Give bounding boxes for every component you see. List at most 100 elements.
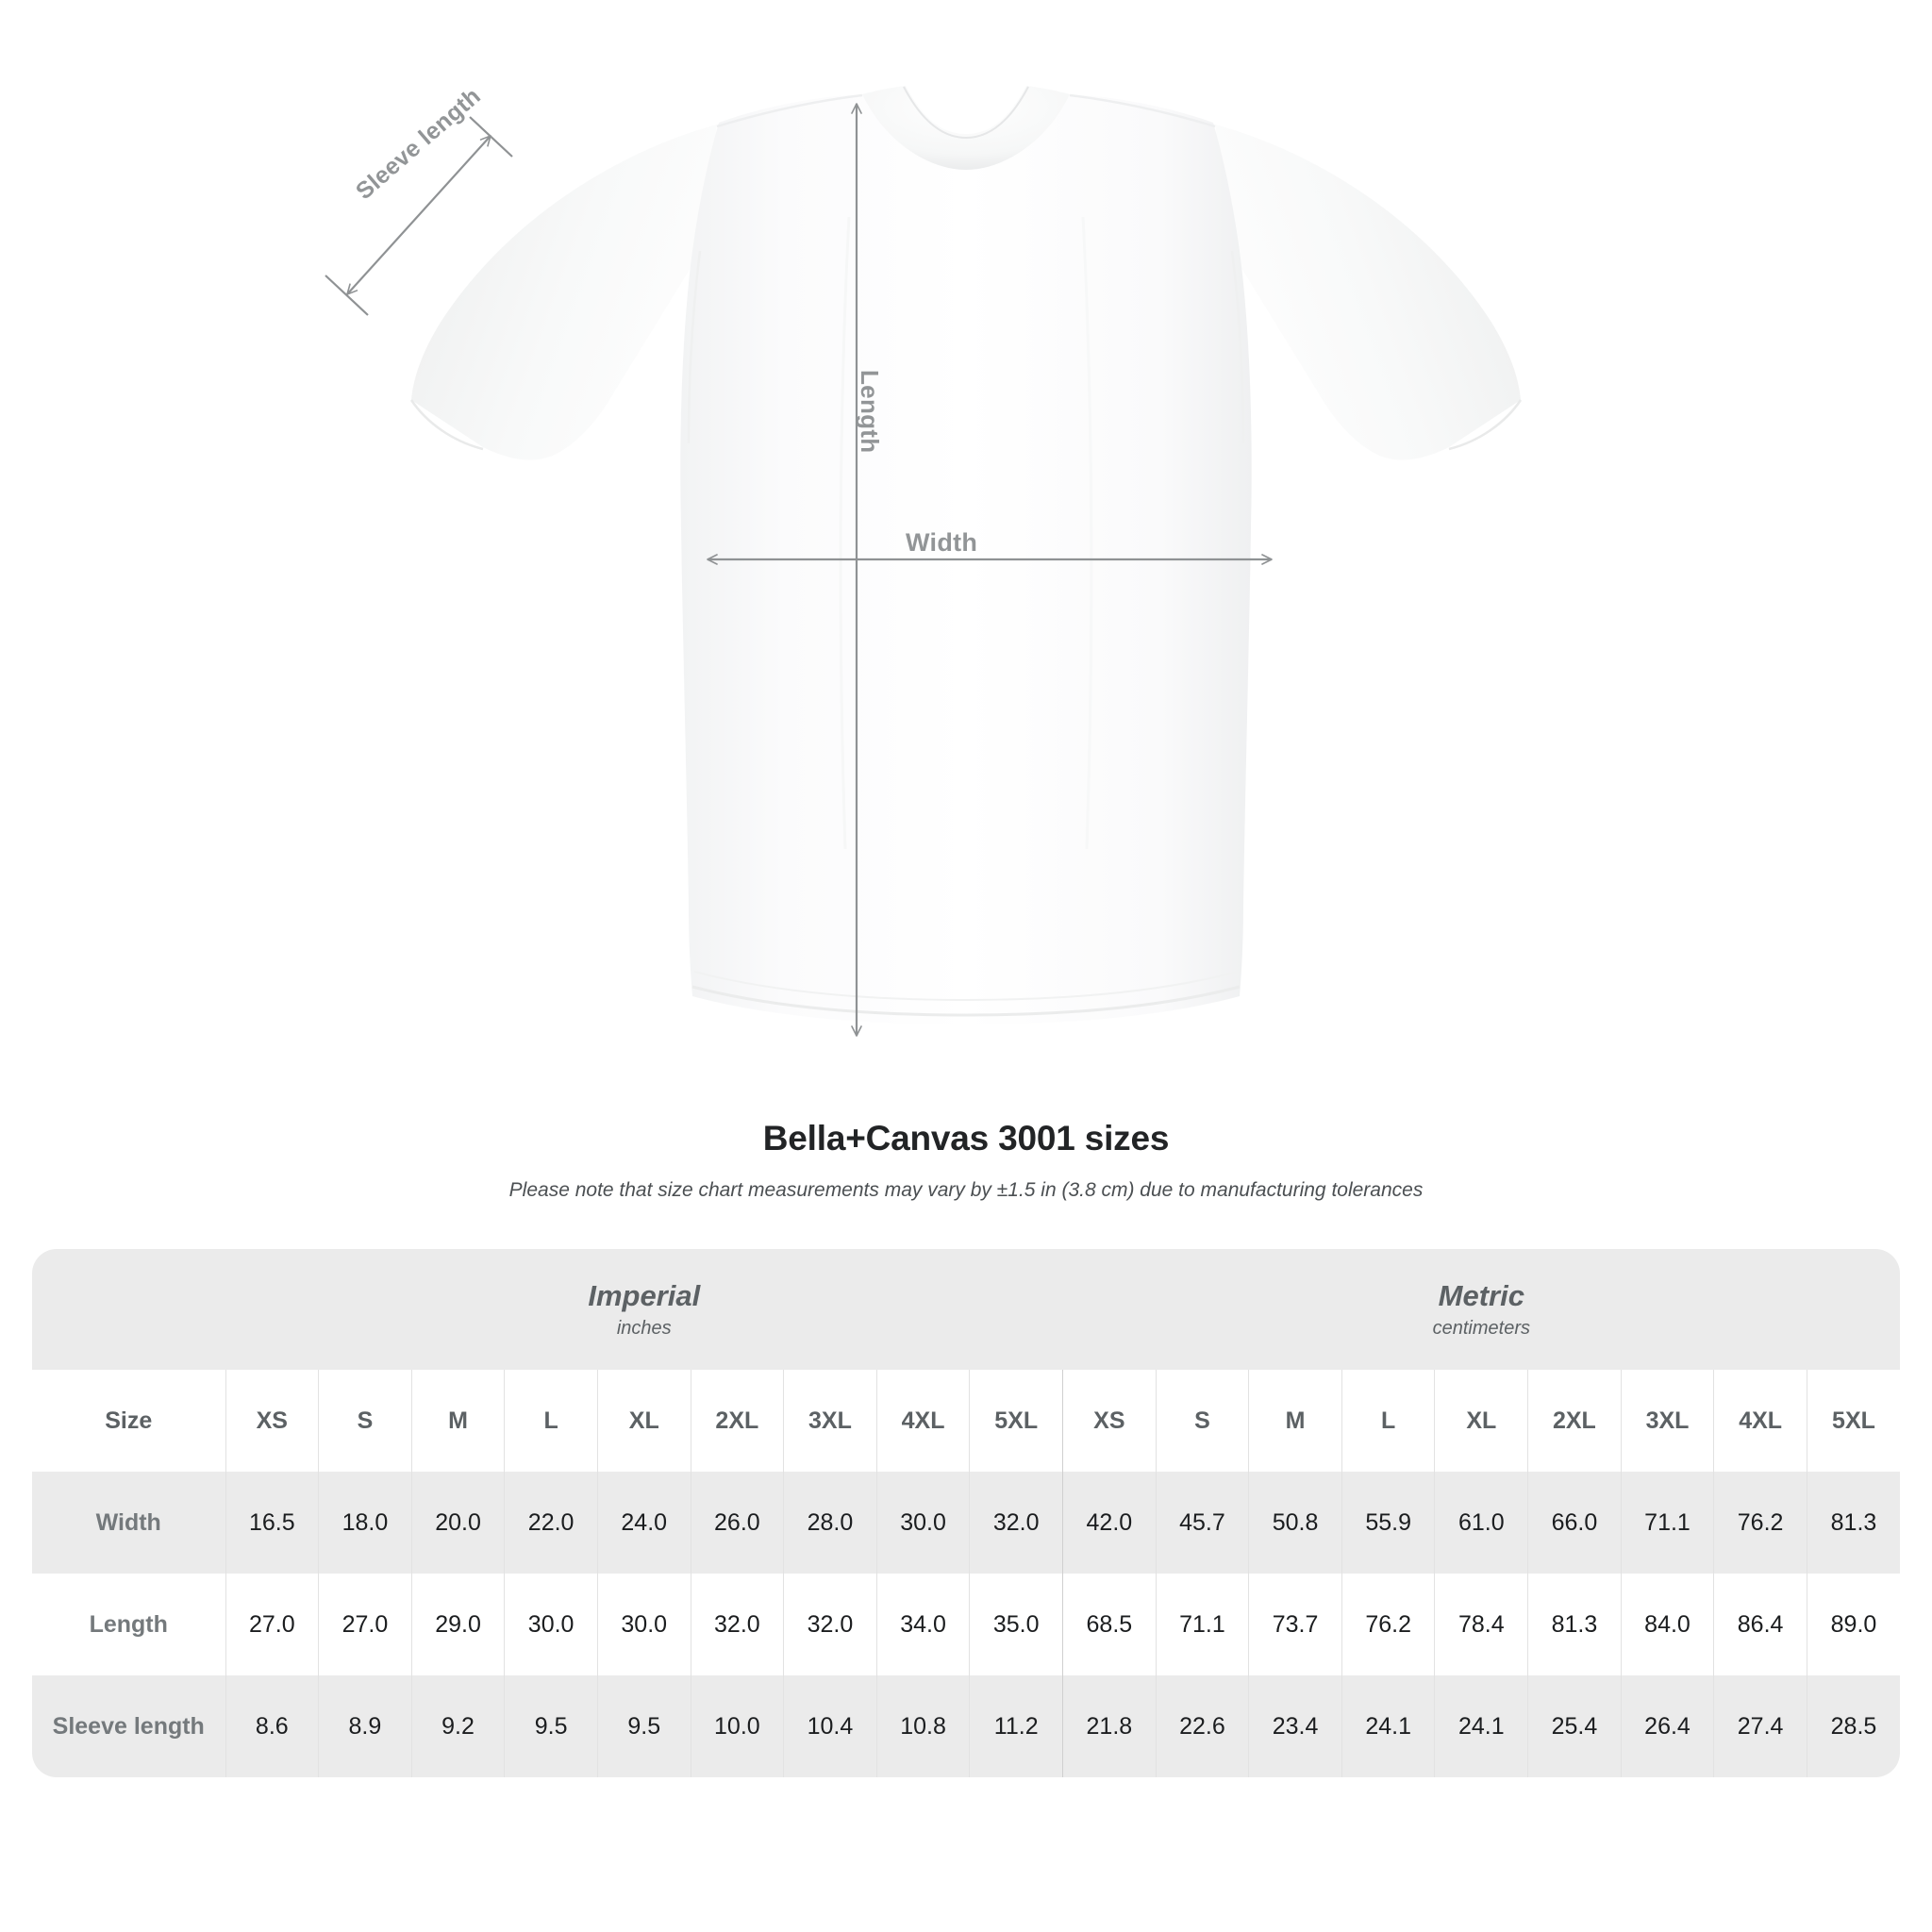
measurement-cell: 24.1 [1341, 1675, 1435, 1777]
measurement-cell: 42.0 [1062, 1472, 1157, 1574]
measurement-cell: 20.0 [410, 1472, 505, 1574]
measurement-cell: 76.2 [1713, 1472, 1807, 1574]
size-header-cell: 5XL [969, 1370, 1063, 1472]
sleeve-cap-upper [469, 116, 513, 158]
measurement-cell: 27.0 [318, 1574, 412, 1675]
measurement-cell: 24.1 [1434, 1675, 1528, 1777]
measurement-cell: 23.4 [1248, 1675, 1342, 1777]
measurement-cell: 22.6 [1155, 1675, 1249, 1777]
measurement-cell: 50.8 [1248, 1472, 1342, 1574]
heading-block: Bella+Canvas 3001 sizes Please note that… [0, 1113, 1932, 1202]
size-header-cell: 3XL [1620, 1370, 1714, 1472]
measurement-cell: 28.5 [1806, 1675, 1901, 1777]
measurement-cell: 29.0 [410, 1574, 505, 1675]
measurement-cell: 25.4 [1527, 1675, 1622, 1777]
row-label-length: Length [32, 1574, 225, 1675]
measurement-cell: 8.9 [318, 1675, 412, 1777]
size-header-cell: 2XL [1527, 1370, 1622, 1472]
measurement-cell: 8.6 [225, 1675, 319, 1777]
page-title: Bella+Canvas 3001 sizes [762, 1119, 1170, 1158]
measurement-cell: 11.2 [969, 1675, 1063, 1777]
measurement-cell: 10.0 [690, 1675, 784, 1777]
measurement-cell: 26.4 [1620, 1675, 1714, 1777]
measurement-cell: 45.7 [1155, 1472, 1249, 1574]
shirt-silhouette [409, 86, 1523, 1024]
measurement-cell: 9.5 [504, 1675, 598, 1777]
size-column-header: Size [32, 1370, 225, 1472]
row-label-sleeve-length: Sleeve length [32, 1675, 225, 1777]
measurement-cell: 84.0 [1620, 1574, 1714, 1675]
measurement-cell: 34.0 [875, 1574, 970, 1675]
size-header-cell: 3XL [783, 1370, 877, 1472]
size-header-cell: 4XL [1713, 1370, 1807, 1472]
measurement-cell: 81.3 [1527, 1574, 1622, 1675]
size-header-cell: M [1248, 1370, 1342, 1472]
measurement-cell: 35.0 [969, 1574, 1063, 1675]
measurement-cell: 28.0 [783, 1472, 877, 1574]
unit-system-imperial: Imperial inches [225, 1249, 1063, 1370]
measurement-cell: 66.0 [1527, 1472, 1622, 1574]
measurement-cell: 71.1 [1620, 1472, 1714, 1574]
size-header-cell: XS [1062, 1370, 1157, 1472]
size-header-row: Size XS S M L XL 2XL 3XL 4XL 5XL XS S M L XL 2XL 3XL 4XL 5… [32, 1370, 1901, 1472]
measurement-cell: 55.9 [1341, 1472, 1435, 1574]
measurement-cell: 30.0 [504, 1574, 598, 1675]
table-row: Width 16.5 18.0 20.0 22.0 24.0 26.0 28.0 30.0 32.… [32, 1472, 1901, 1574]
measurement-cell: 9.2 [410, 1675, 505, 1777]
size-header-cell: 2XL [690, 1370, 784, 1472]
unit-system-spacer [32, 1249, 225, 1370]
measurement-cell: 26.0 [690, 1472, 784, 1574]
size-chart-table-wrapper: Imperial inches Metric centimeters Size XS S M L… [32, 1249, 1901, 1777]
size-header-cell: M [410, 1370, 505, 1472]
unit-system-name: Imperial [588, 1278, 701, 1312]
size-header-cell: S [1155, 1370, 1249, 1472]
measurement-cell: 21.8 [1062, 1675, 1157, 1777]
tolerance-note: Please note that size chart measurements… [508, 1179, 1424, 1201]
size-chart-table: Imperial inches Metric centimeters Size XS S M L… [32, 1249, 1901, 1777]
measurement-cell: 27.0 [225, 1574, 319, 1675]
unit-system-row: Imperial inches Metric centimeters [32, 1249, 1901, 1370]
measurement-cell: 24.0 [596, 1472, 691, 1574]
measurement-cell: 61.0 [1434, 1472, 1528, 1574]
unit-system-unit: centimeters [1432, 1318, 1530, 1340]
size-header-cell: XL [1434, 1370, 1528, 1472]
measurement-cell: 32.0 [783, 1574, 877, 1675]
measurement-cell: 89.0 [1806, 1574, 1901, 1675]
row-label-width: Width [32, 1472, 225, 1574]
measurement-cell: 30.0 [875, 1472, 970, 1574]
measurement-cell: 73.7 [1248, 1574, 1342, 1675]
measurement-cell: 68.5 [1062, 1574, 1157, 1675]
measurement-cell: 32.0 [969, 1472, 1063, 1574]
measurement-cell: 71.1 [1155, 1574, 1249, 1675]
measurement-cell: 10.8 [875, 1675, 970, 1777]
unit-system-unit: inches [616, 1318, 672, 1340]
measurement-arrows [325, 103, 1273, 1037]
tshirt-illustration [325, 86, 1523, 1037]
measurement-cell: 86.4 [1713, 1574, 1807, 1675]
measurement-cell: 27.4 [1713, 1675, 1807, 1777]
measurement-cell: 32.0 [690, 1574, 784, 1675]
size-header-cell: 5XL [1806, 1370, 1901, 1472]
sleeve-cap-lower [325, 275, 369, 316]
table-row: Length 27.0 27.0 29.0 30.0 30.0 32.0 32.0 34.0 35… [32, 1574, 1901, 1675]
measurement-cell: 76.2 [1341, 1574, 1435, 1675]
sleeve-length-arrow [346, 135, 491, 295]
measurement-cell: 78.4 [1434, 1574, 1528, 1675]
measurement-cell: 18.0 [318, 1472, 412, 1574]
size-header-cell: XL [596, 1370, 691, 1472]
measurement-cell: 9.5 [596, 1675, 691, 1777]
measurement-cell: 30.0 [596, 1574, 691, 1675]
size-header-cell: S [318, 1370, 412, 1472]
unit-system-metric: Metric centimeters [1062, 1249, 1901, 1370]
measurement-cell: 16.5 [225, 1472, 319, 1574]
measurement-cell: 81.3 [1806, 1472, 1901, 1574]
measurement-cell: 22.0 [504, 1472, 598, 1574]
measurement-cell: 10.4 [783, 1675, 877, 1777]
tshirt-measurement-diagram: Sleeve length Length Width [325, 82, 1523, 1037]
size-header-cell: 4XL [875, 1370, 970, 1472]
size-header-cell: L [504, 1370, 598, 1472]
size-header-cell: L [1341, 1370, 1435, 1472]
size-header-cell: XS [225, 1370, 319, 1472]
unit-system-name: Metric [1438, 1278, 1524, 1312]
table-row: Sleeve length 8.6 8.9 9.2 9.5 9.5 10.0 10.4 10.8… [32, 1675, 1901, 1777]
